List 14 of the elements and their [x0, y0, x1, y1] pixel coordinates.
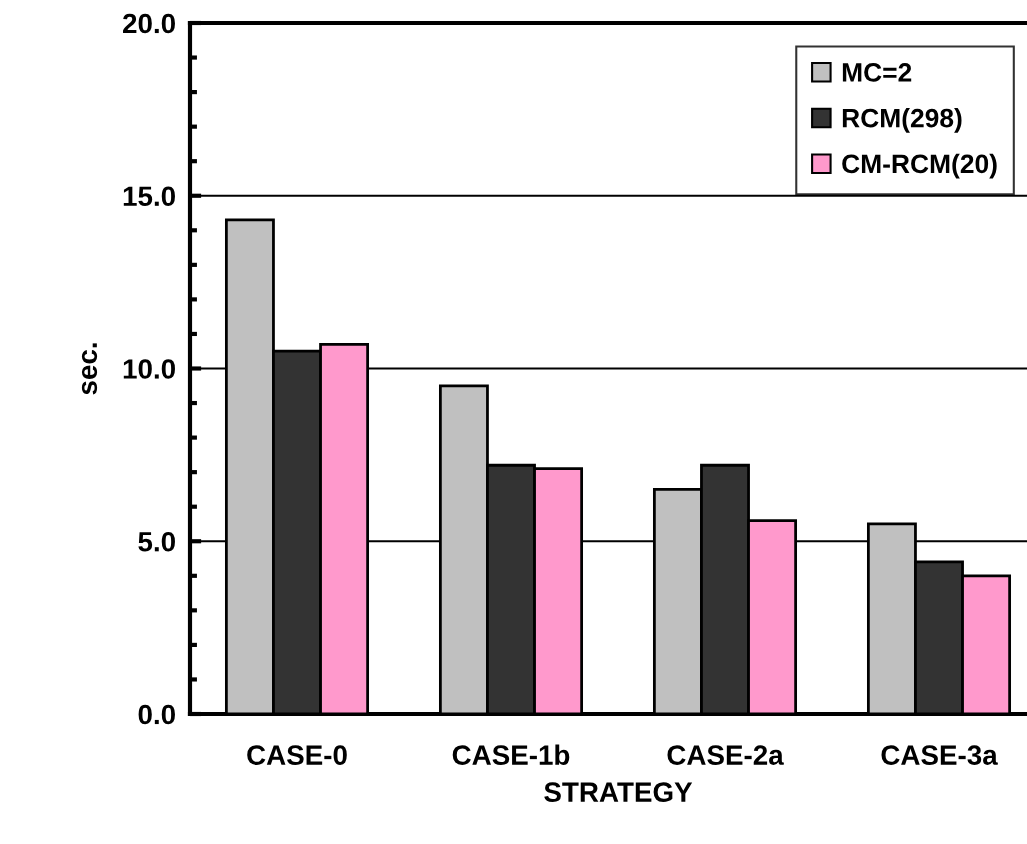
legend-label: RCM(298): [842, 108, 962, 133]
x-tick-label: CASE-2a: [667, 745, 784, 765]
legend-label: MC=2: [842, 63, 912, 82]
y-axis-title: sec.: [81, 343, 98, 395]
y-tick-label: 10.0: [123, 359, 175, 379]
x-tick-label: CASE-0: [247, 745, 347, 765]
y-tick-label: 0.0: [138, 704, 175, 725]
x-tick-label: CASE-1b: [452, 744, 570, 765]
y-tick-label: 20.0: [123, 13, 175, 34]
x-axis-title: STRATEGY: [544, 782, 693, 802]
y-tick-label: 15.0: [123, 186, 175, 207]
x-tick-label: CASE-3a: [881, 745, 998, 765]
legend-label: CM-RCM(20): [842, 153, 997, 179]
y-tick-label: 5.0: [138, 531, 175, 552]
